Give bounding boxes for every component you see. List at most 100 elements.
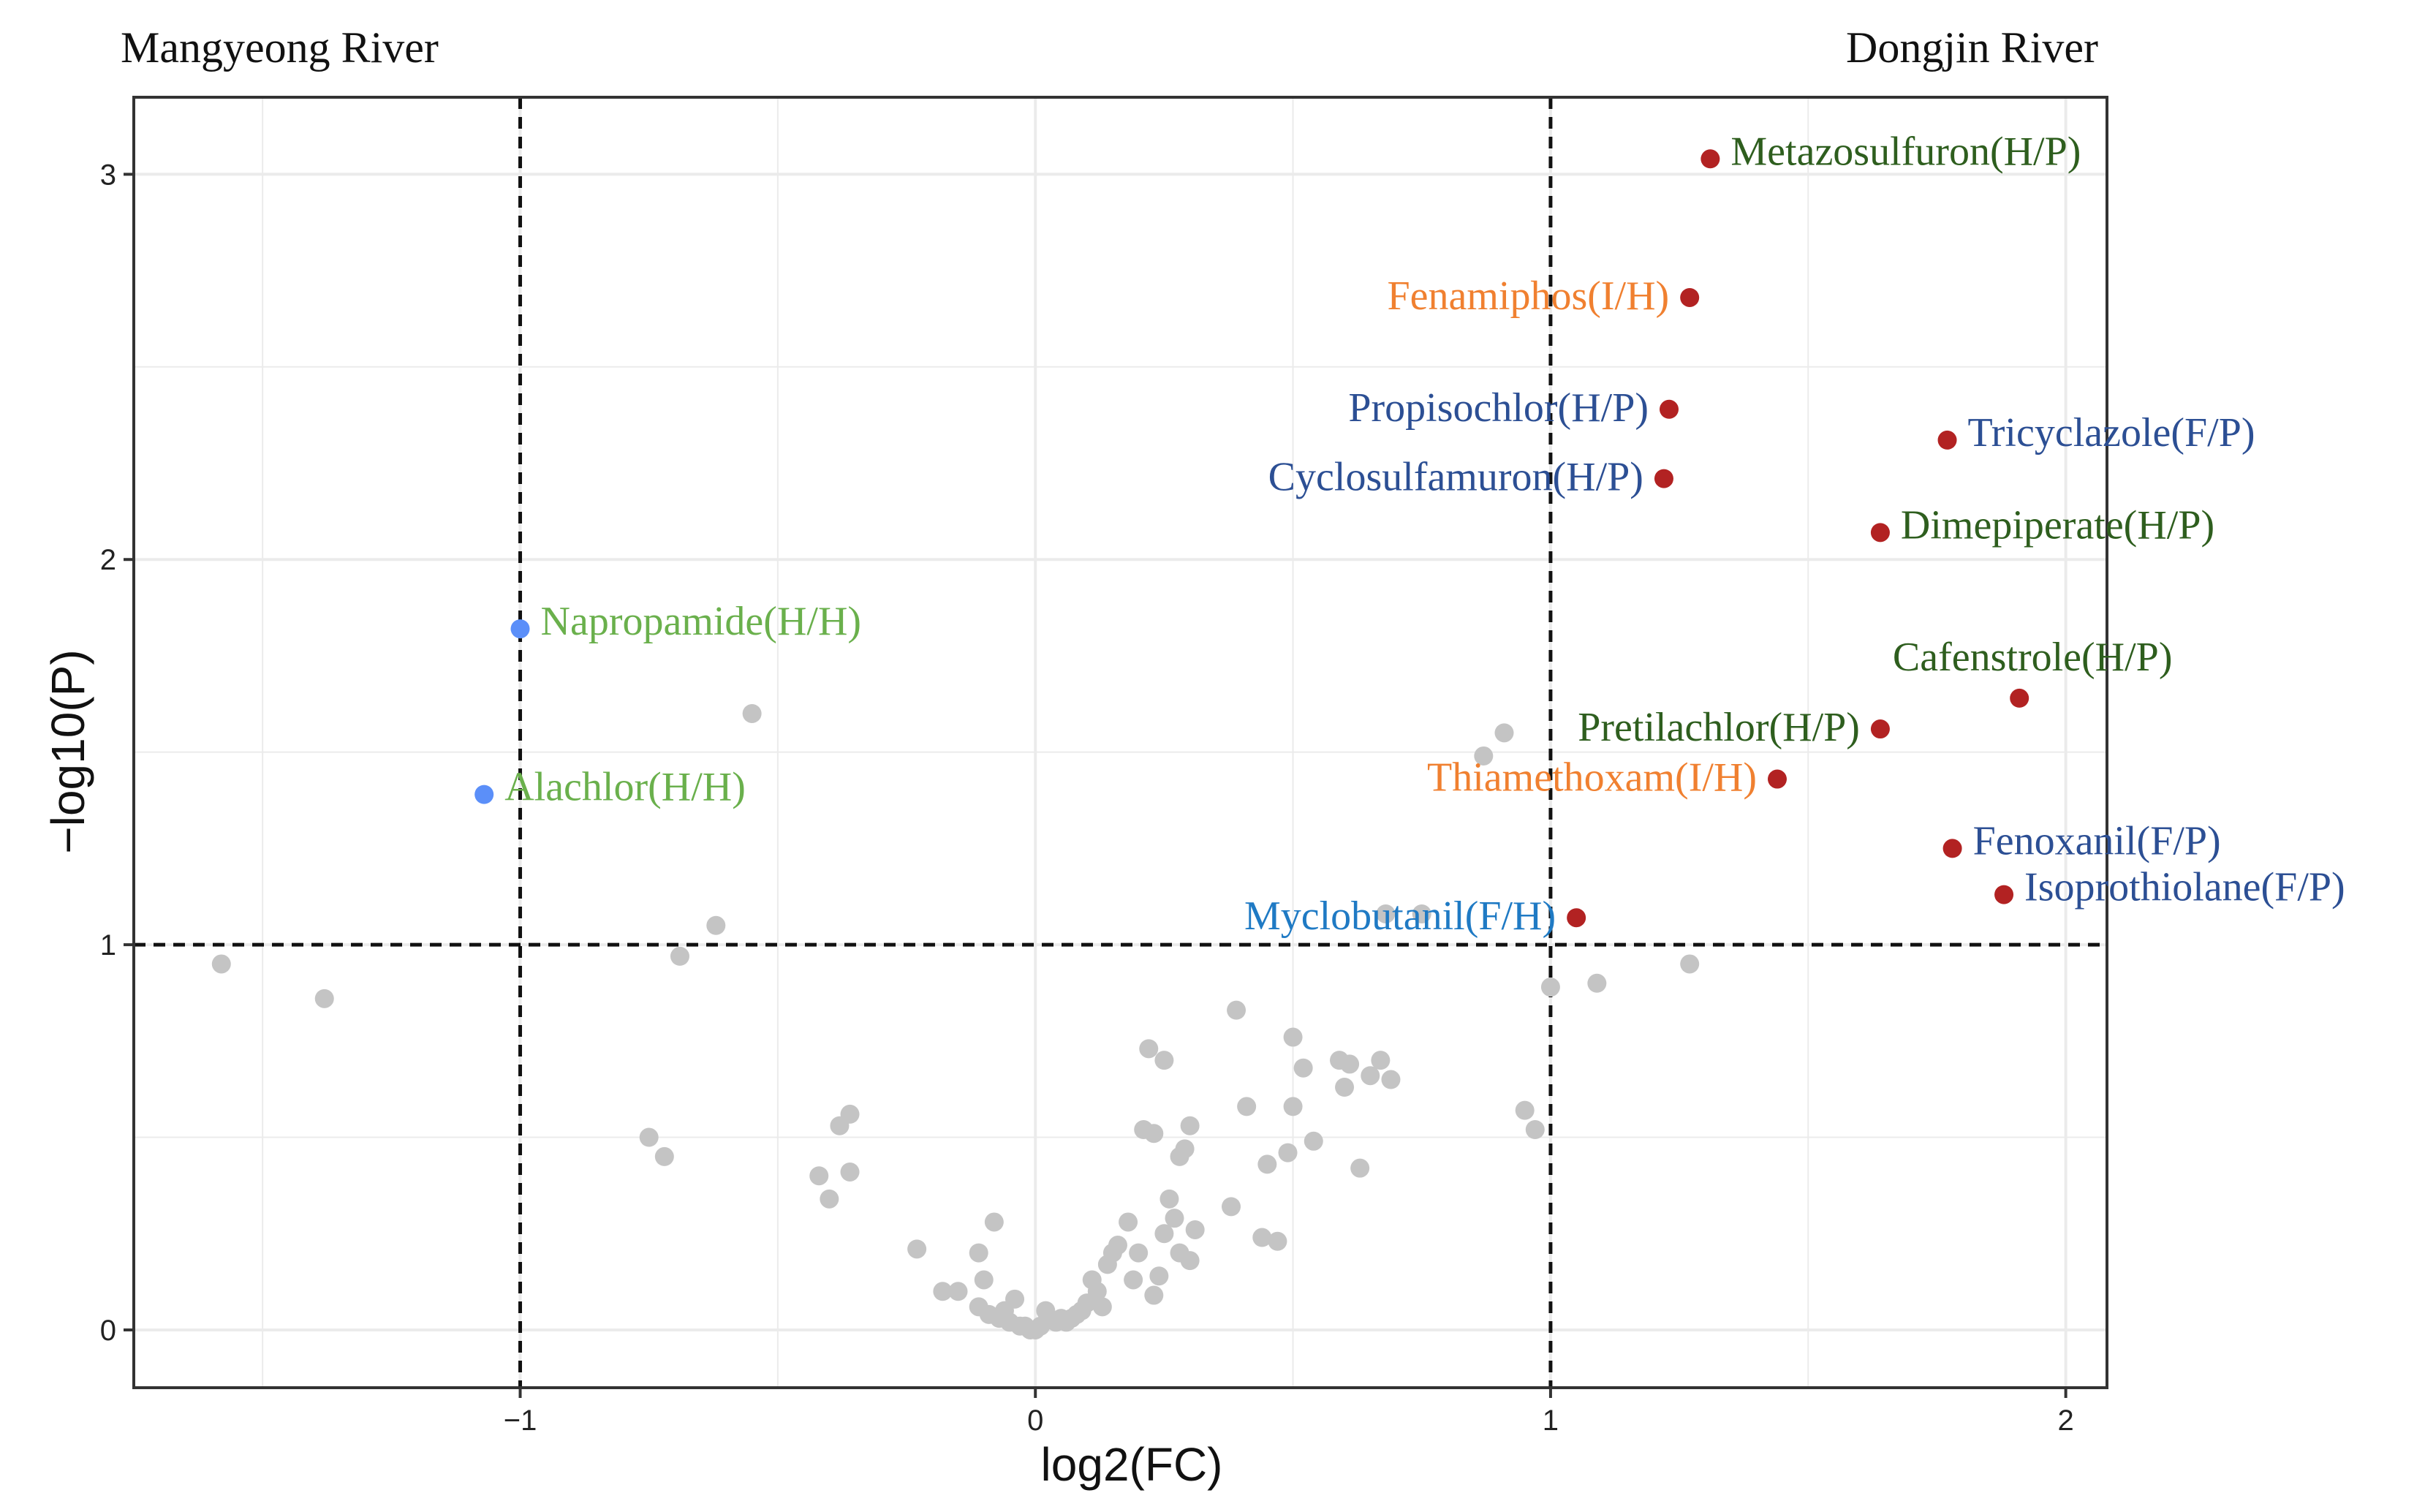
nonsignificant-point: [1129, 1243, 1149, 1263]
nonsignificant-point: [820, 1189, 839, 1209]
significant-point: [1660, 399, 1679, 419]
significant-point: [1994, 885, 2014, 904]
point-label: Dimepiperate(H/P): [1901, 502, 2214, 548]
nonsignificant-point: [1257, 1154, 1277, 1174]
point-label: Tricyclazole(F/P): [1968, 410, 2255, 456]
point-label: Metazosulfuron(H/P): [1730, 129, 2081, 174]
y-tick-label: 3: [100, 159, 116, 191]
point-label: Pretilachlor(H/P): [1578, 705, 1860, 750]
nonsignificant-point: [1180, 1116, 1200, 1135]
nonsignificant-point: [1376, 904, 1396, 923]
nonsignificant-point: [1144, 1285, 1164, 1305]
nonsignificant-point: [211, 954, 231, 974]
nonsignificant-point: [840, 1104, 860, 1124]
point-label: Alachlor(H/H): [504, 765, 746, 810]
nonsignificant-point: [1180, 1251, 1200, 1271]
nonsignificant-points: [211, 703, 1700, 1339]
nonsignificant-point: [1031, 1316, 1051, 1336]
point-label: Propisochlor(H/P): [1348, 385, 1649, 431]
nonsignificant-point: [1005, 1289, 1025, 1309]
nonsignificant-point: [1278, 1143, 1298, 1163]
point-label: Thiamethoxam(I/H): [1427, 755, 1757, 801]
nonsignificant-point: [1252, 1228, 1272, 1247]
nonsignificant-point: [1154, 1051, 1174, 1070]
significant-point: [1870, 523, 1890, 543]
y-tick-label: 2: [100, 544, 116, 576]
nonsignificant-point: [840, 1162, 860, 1182]
nonsignificant-point: [1237, 1097, 1257, 1116]
x-tick-label: −1: [504, 1405, 537, 1437]
significant-point: [1942, 839, 1962, 858]
point-label: Cyclosulfamuron(H/P): [1268, 455, 1643, 500]
nonsignificant-point: [1283, 1027, 1303, 1047]
nonsignificant-point: [1119, 1212, 1138, 1232]
nonsignificant-point: [1680, 954, 1700, 974]
nonsignificant-point: [1525, 1120, 1545, 1139]
nonsignificant-point: [742, 703, 762, 723]
nonsignificant-point: [933, 1282, 953, 1301]
nonsignificant-point: [1335, 1078, 1355, 1097]
significant-point: [1567, 908, 1586, 928]
nonsignificant-point: [974, 1270, 994, 1290]
nonsignificant-point: [1587, 973, 1607, 993]
significant-point: [1767, 769, 1787, 789]
nonsignificant-point: [1092, 1297, 1112, 1317]
nonsignificant-point: [1222, 1197, 1241, 1217]
nonsignificant-point: [1494, 723, 1514, 743]
nonsignificant-point: [639, 1127, 659, 1147]
significant-points: [474, 149, 2029, 928]
nonsignificant-point: [1540, 978, 1560, 997]
nonsignificant-point: [1371, 1051, 1391, 1070]
significant-point: [1700, 149, 1720, 169]
nonsignificant-point: [1139, 1039, 1159, 1059]
nonsignificant-point: [1340, 1054, 1360, 1074]
point-labels: Metazosulfuron(H/P) Fenamiphos(I/H) Propis…: [504, 129, 2345, 939]
nonsignificant-point: [1108, 1236, 1127, 1255]
nonsignificant-point: [1149, 1266, 1169, 1286]
nonsignificant-point: [1412, 904, 1431, 923]
y-axis-title: −log10(P): [42, 649, 94, 853]
nonsignificant-point: [1293, 1058, 1313, 1078]
y-tick-label: 1: [100, 929, 116, 961]
nonsignificant-point: [969, 1243, 988, 1263]
nonsignificant-point: [1165, 1209, 1184, 1228]
point-label: Fenoxanil(F/P): [1973, 818, 2221, 863]
significant-point: [510, 619, 530, 639]
nonsignificant-point: [1350, 1158, 1370, 1178]
nonsignificant-point: [1087, 1282, 1107, 1301]
x-tick-label: 1: [1543, 1405, 1559, 1437]
threshold-lines: [134, 97, 2107, 1388]
nonsignificant-point: [654, 1146, 674, 1166]
significant-point: [2010, 688, 2029, 708]
point-label: Isoprothiolane(F/P): [2024, 865, 2345, 910]
axis-ticks: −1 0 1 2 0 1 2 3: [100, 159, 2074, 1437]
nonsignificant-point: [1474, 746, 1494, 766]
point-label: Myclobutanil(F/H): [1244, 893, 1556, 939]
nonsignificant-point: [1268, 1231, 1287, 1251]
x-tick-label: 2: [2057, 1405, 2073, 1437]
nonsignificant-point: [1515, 1100, 1535, 1120]
plot-frame: [132, 96, 2108, 1389]
corner-label-right: Dongjin River: [1846, 23, 2098, 72]
nonsignificant-point: [1144, 1124, 1164, 1144]
nonsignificant-point: [984, 1212, 1004, 1232]
nonsignificant-point: [1227, 1000, 1246, 1020]
nonsignificant-point: [1154, 1224, 1174, 1244]
nonsignificant-point: [314, 989, 334, 1008]
nonsignificant-point: [1159, 1189, 1179, 1209]
significant-point: [1654, 469, 1673, 488]
corner-label-left: Mangyeong River: [121, 23, 439, 72]
nonsignificant-point: [1175, 1139, 1195, 1159]
nonsignificant-point: [1124, 1270, 1143, 1290]
nonsignificant-point: [706, 915, 726, 935]
point-label: Fenamiphos(I/H): [1387, 273, 1669, 319]
nonsignificant-point: [948, 1282, 968, 1301]
significant-point: [1680, 287, 1700, 307]
nonsignificant-point: [1304, 1131, 1323, 1151]
nonsignificant-point: [1185, 1220, 1205, 1239]
x-axis-title: log2(FC): [1041, 1438, 1223, 1491]
significant-point: [474, 785, 494, 804]
significant-point: [1870, 719, 1890, 739]
